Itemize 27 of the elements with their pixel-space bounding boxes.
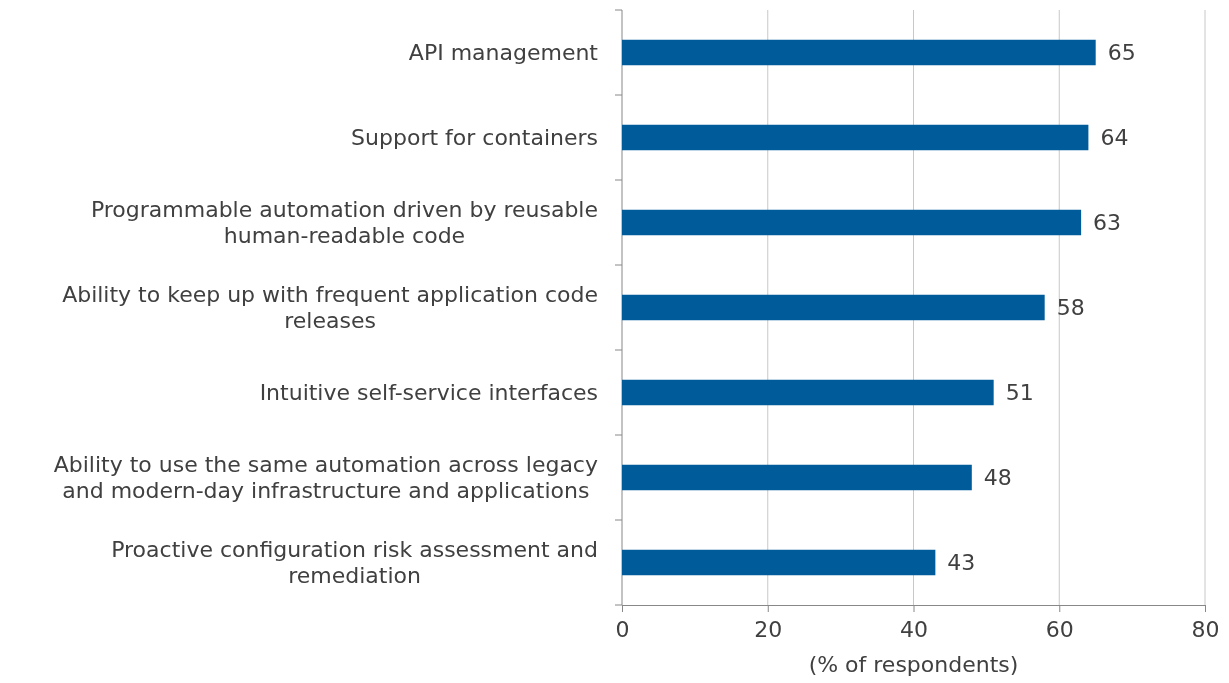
data-label: 64 bbox=[1100, 125, 1129, 151]
x-tick-label: 20 bbox=[754, 617, 783, 642]
bar bbox=[622, 209, 1082, 236]
bar bbox=[622, 549, 936, 576]
x-tick-label: 80 bbox=[1191, 617, 1220, 642]
x-tick-label: 60 bbox=[1045, 617, 1074, 642]
bar bbox=[622, 124, 1089, 151]
bar bbox=[622, 39, 1096, 66]
data-label: 63 bbox=[1093, 210, 1122, 236]
y-tick-label: Support for containers bbox=[351, 125, 598, 151]
x-tick-label: 0 bbox=[615, 617, 630, 642]
y-tick-label: API management bbox=[408, 40, 599, 66]
y-tick-label: Ability to keep up with frequent application code releases bbox=[62, 282, 598, 334]
data-label: 48 bbox=[983, 465, 1012, 491]
data-label: 51 bbox=[1005, 380, 1034, 406]
y-tick-label: Proactive configuration risk assessment and remediation bbox=[111, 537, 598, 589]
data-label: 43 bbox=[947, 550, 976, 576]
data-label: 65 bbox=[1107, 40, 1136, 66]
x-axis-title: (% of respondents) bbox=[808, 652, 1019, 677]
y-tick-label: Ability to use the same automation across legacy and modern-day infrastructure and applications bbox=[53, 452, 598, 504]
data-label: 58 bbox=[1056, 295, 1085, 321]
bar bbox=[622, 464, 972, 491]
bar bbox=[622, 379, 994, 406]
y-tick-label: Programmable automation driven by reusable human-readable code bbox=[90, 197, 598, 249]
bar bbox=[622, 294, 1045, 321]
x-tick-label: 40 bbox=[900, 617, 928, 642]
y-tick-label: Intuitive self-service interfaces bbox=[259, 380, 598, 406]
